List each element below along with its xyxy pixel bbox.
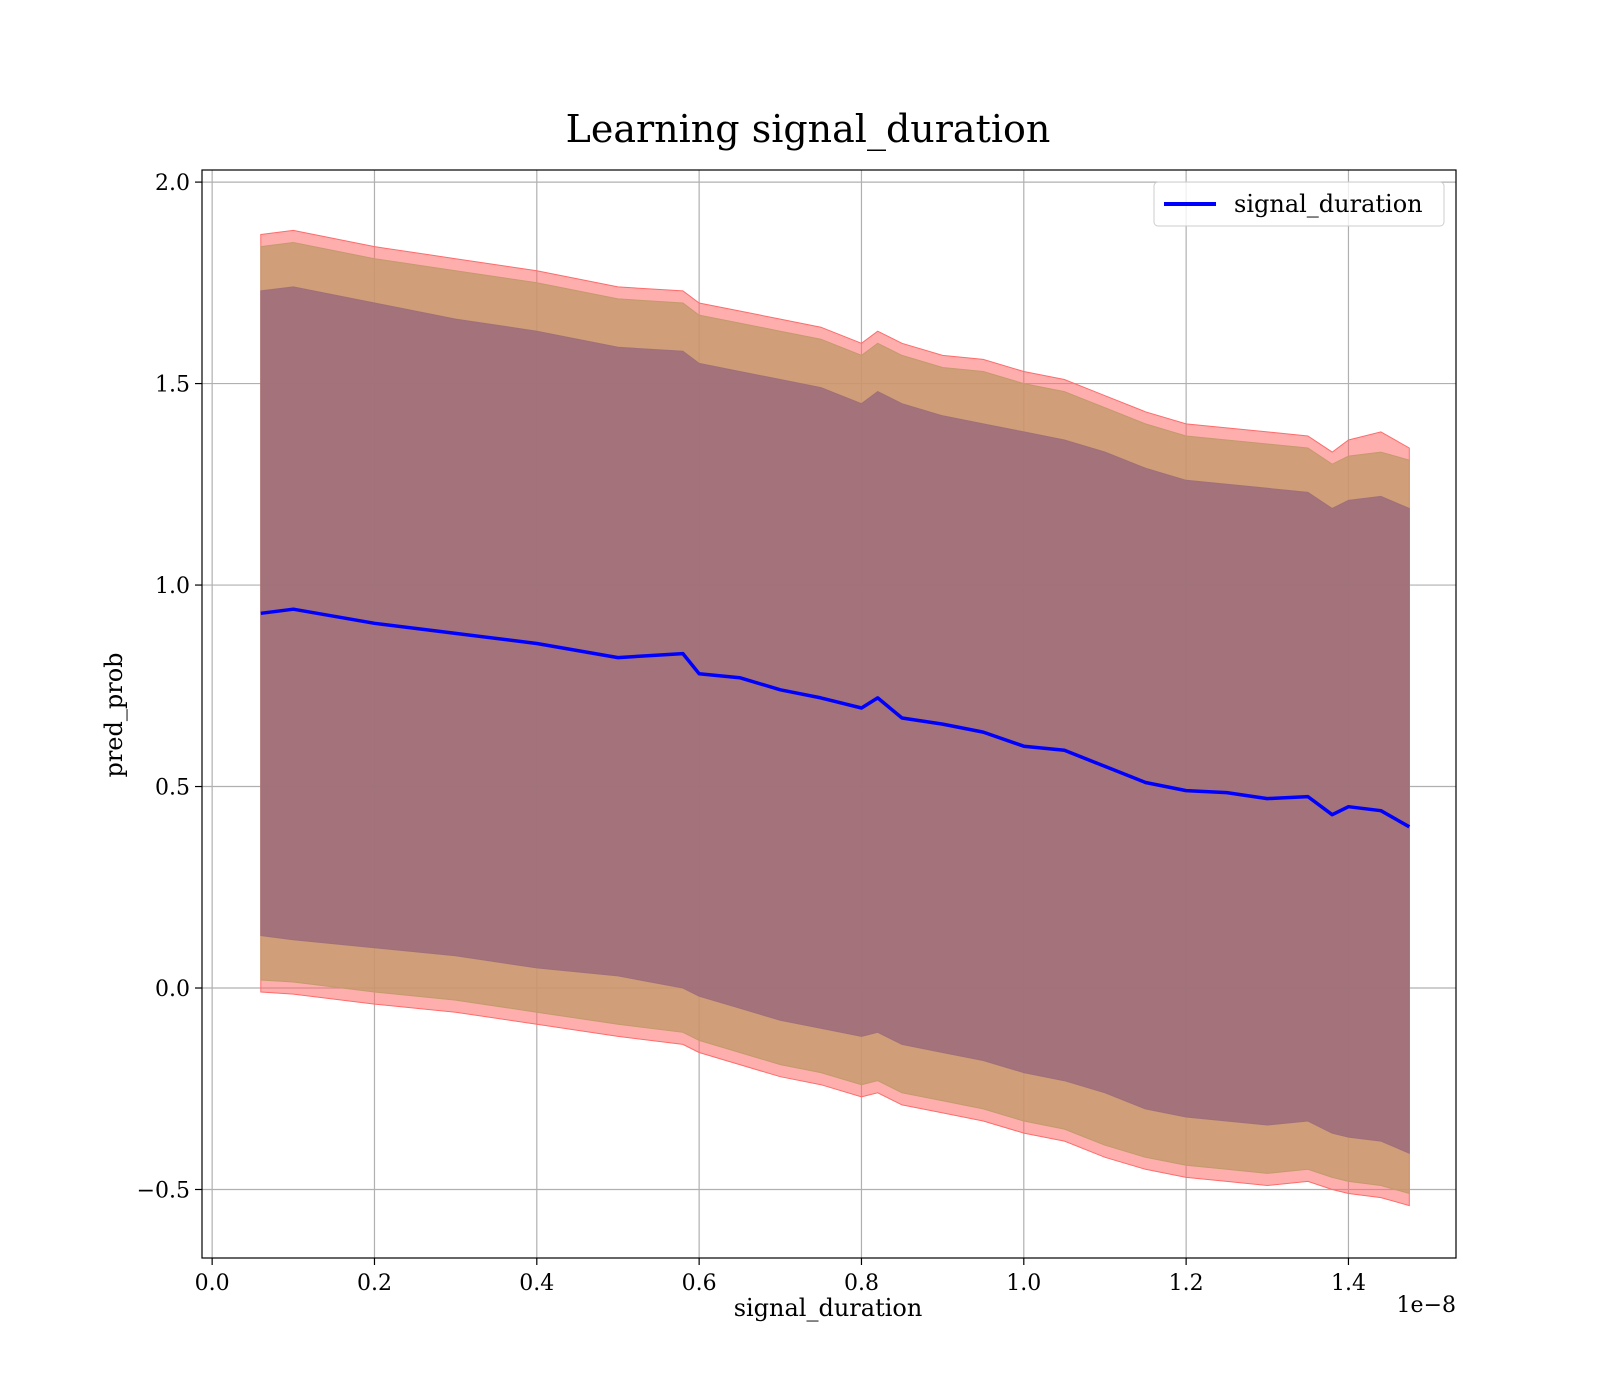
x-tick-label-2: 0.4: [519, 1271, 554, 1296]
legend-box: [1153, 181, 1445, 227]
legend-label: signal_duration: [1234, 190, 1423, 218]
x-axis-offset-label: 1e−8: [1397, 1293, 1456, 1318]
band-2: [260, 286, 1410, 1154]
plot-frame: [201, 169, 1457, 1259]
x-tick-label-4: 0.8: [844, 1271, 879, 1296]
x-tick-label-3: 0.6: [682, 1271, 717, 1296]
series-line-0: [260, 607, 1411, 829]
y-tick-label-5: 2.0: [155, 171, 190, 196]
x-tick-label-1: 0.2: [357, 1271, 392, 1296]
y-tick-label-4: 1.5: [155, 373, 190, 398]
y-tick-label-3: 1.0: [155, 574, 190, 599]
x-tick-label-5: 1.0: [1006, 1271, 1041, 1296]
y-tick-label-0: −0.5: [137, 1178, 190, 1203]
series-lines: [260, 607, 1411, 829]
y-axis-ticks: −0.5 0.0 0.5 1.0 1.5 2.0: [137, 171, 202, 1203]
legend: signal_duration: [1153, 181, 1445, 227]
x-tick-label-7: 1.4: [1331, 1271, 1366, 1296]
x-axis-label: signal_duration: [734, 1294, 923, 1322]
y-tick-label-1: 0.0: [155, 977, 190, 1002]
x-axis-ticks: 0.0 0.2 0.4 0.6 0.8 1.0 1.2 1.4: [195, 1258, 1366, 1296]
chart-title: Learning signal_duration: [566, 107, 1051, 152]
y-axis-label: pred_prob: [100, 652, 128, 777]
confidence-bands: [260, 229, 1410, 1207]
x-tick-label-0: 0.0: [195, 1271, 230, 1296]
x-tick-label-6: 1.2: [1169, 1271, 1204, 1296]
y-tick-label-2: 0.5: [155, 776, 190, 801]
